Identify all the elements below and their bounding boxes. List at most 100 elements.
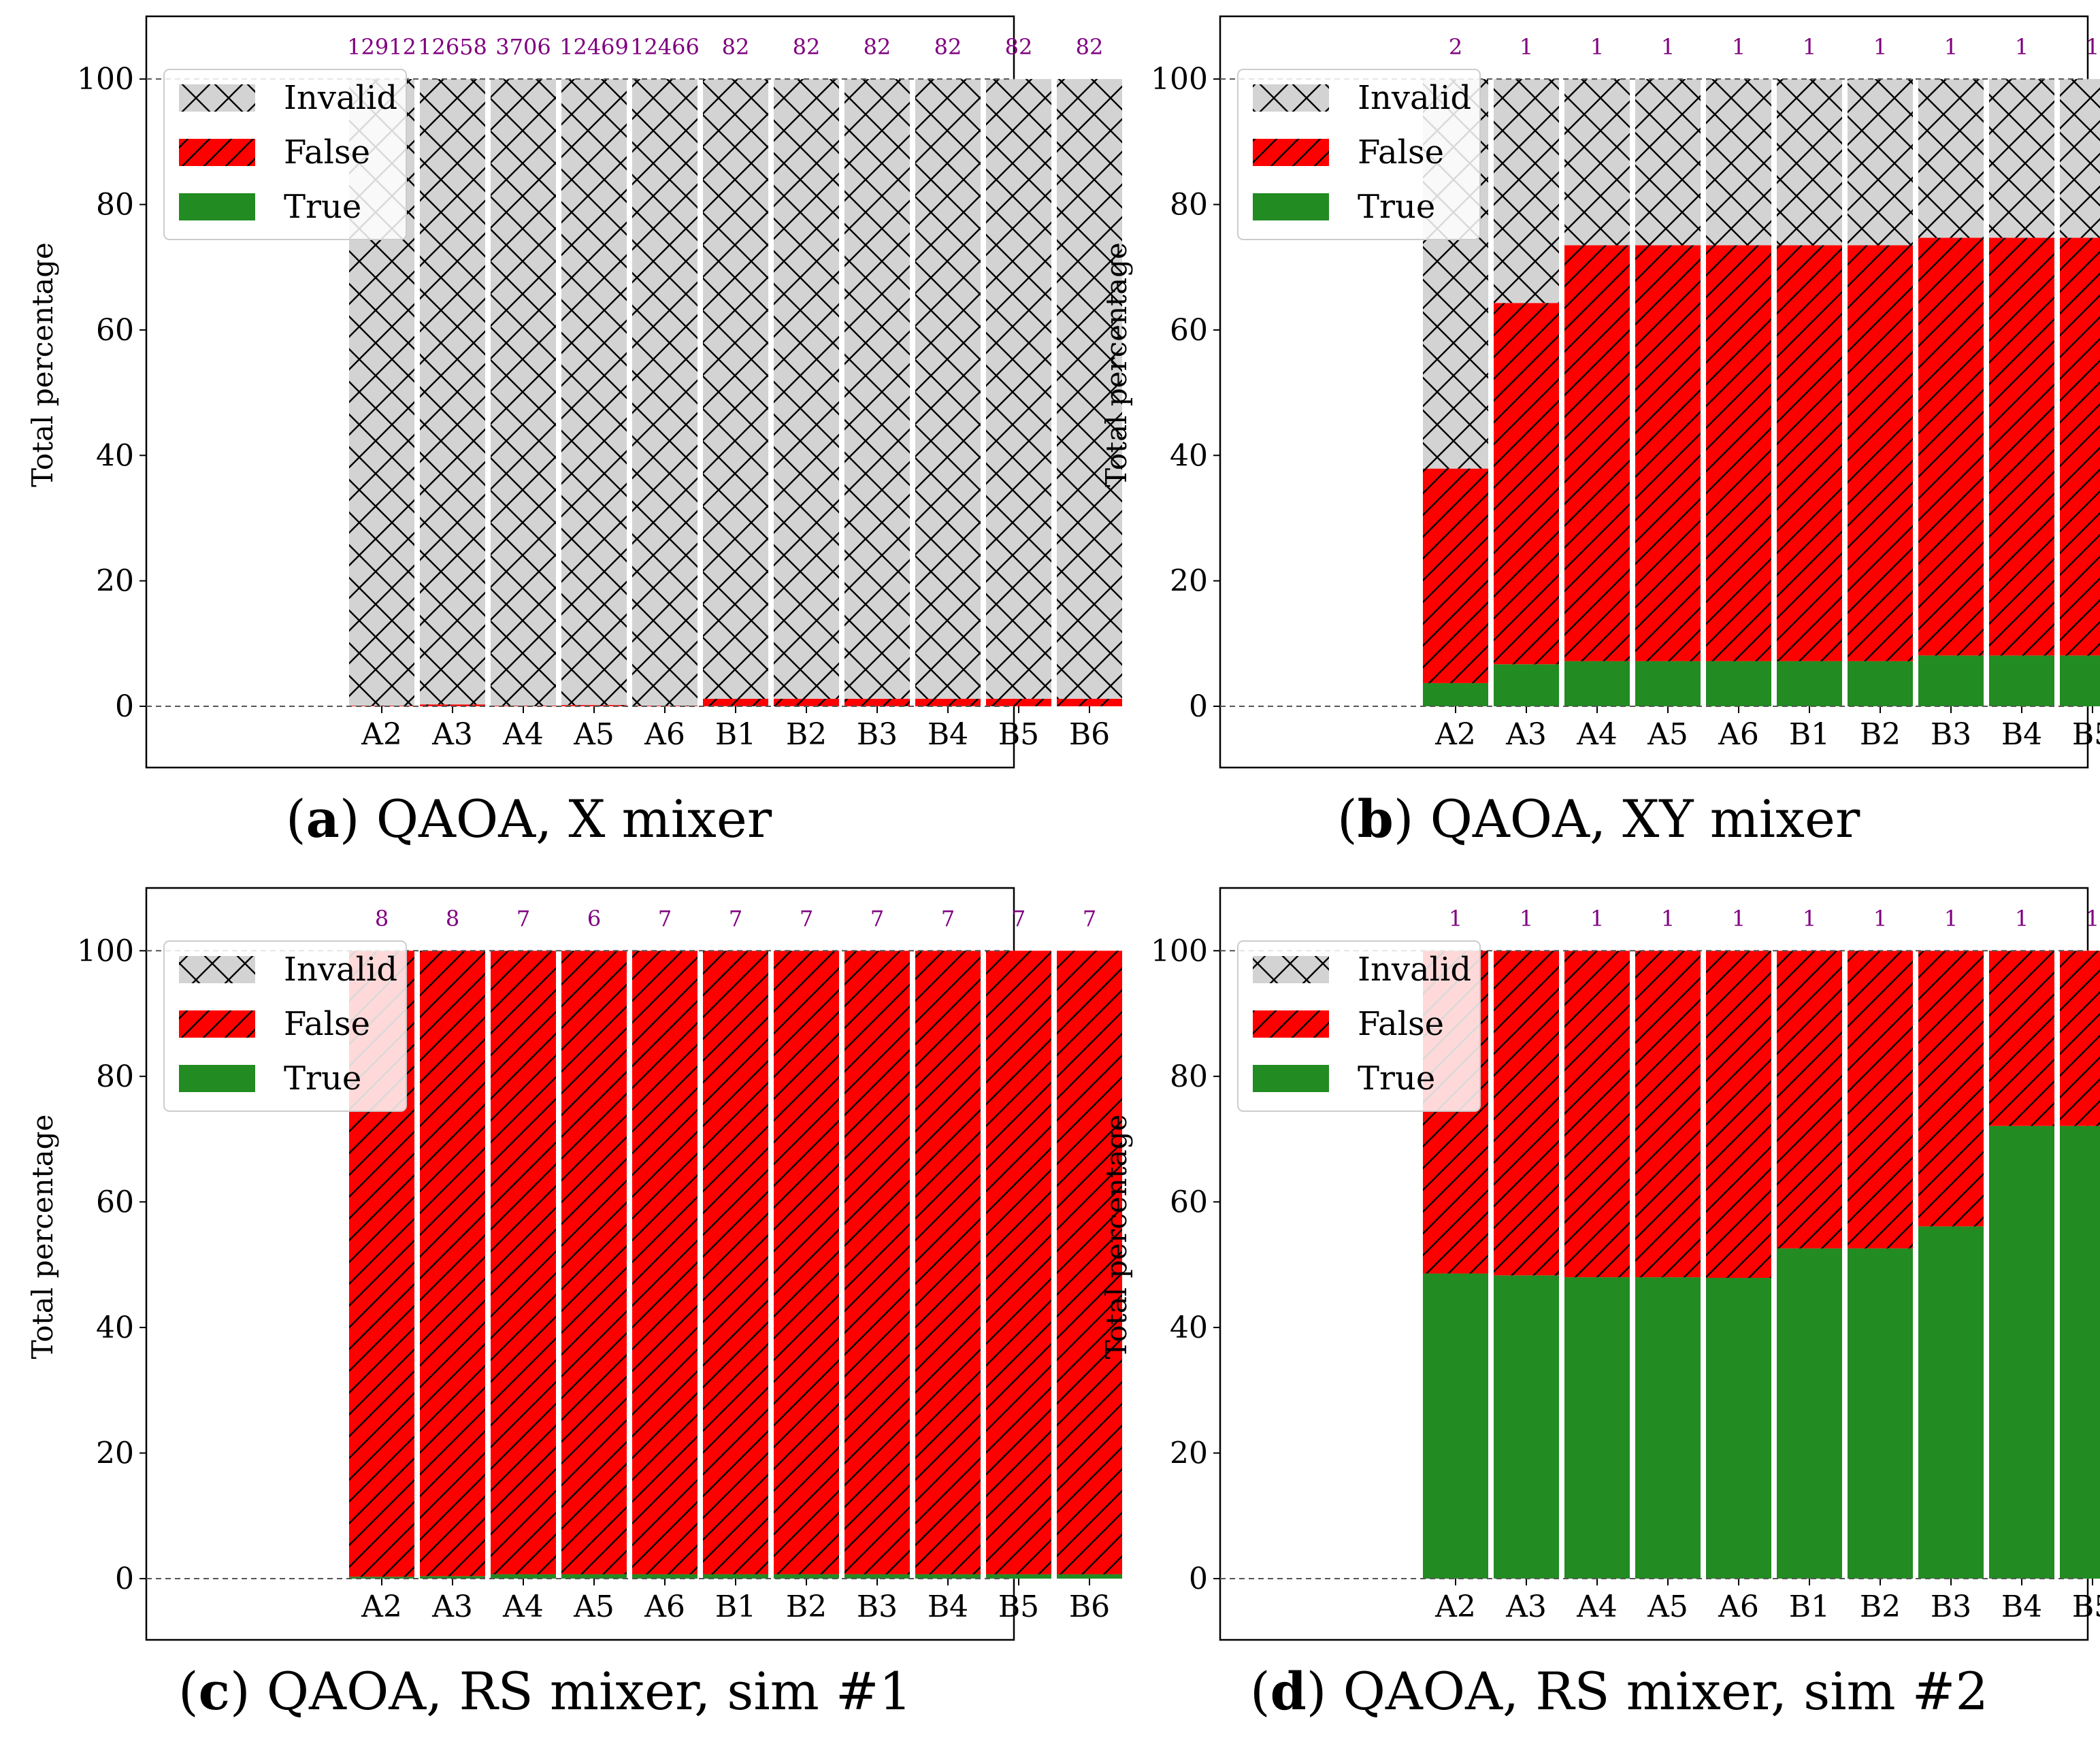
bar-true-A5 [561,1574,627,1579]
y-tick-label-100: 100 [1151,62,1208,97]
x-tick-label-B3: B3 [857,1589,898,1624]
count-label-B3: 1 [1944,906,1958,932]
count-label-B5: 82 [1005,34,1033,60]
x-tick-label-A5: A5 [1647,1589,1688,1624]
bar-true-A3 [1494,664,1559,706]
x-tick-label-A4: A4 [502,1589,544,1624]
bar-true-B5 [986,1574,1051,1579]
count-label-B5: 1 [2086,34,2099,60]
bar-hatch-invalid-A5 [561,79,627,706]
count-label-B2: 1 [1873,906,1887,932]
bar-hatch-false-B5 [986,951,1051,1575]
y-tick-label-0: 0 [1189,1562,1208,1596]
bar-hatch-invalid-A3 [420,79,485,705]
y-tick-label-20: 20 [1170,564,1208,599]
x-tick-label-B2: B2 [1860,1589,1901,1624]
y-tick-label-80: 80 [96,1059,134,1094]
bar-true-A2 [1423,1273,1488,1579]
y-tick-label-100: 100 [1151,934,1208,968]
count-label-A3: 8 [446,906,459,932]
bar-hatch-invalid-B2 [774,79,839,699]
count-label-A3: 12658 [418,34,487,60]
x-tick-label-A4: A4 [1576,717,1618,752]
count-label-B1: 1 [1803,906,1816,932]
bar-hatch-invalid-B4 [1989,79,2054,238]
legend: Invalid False True [1237,940,1481,1112]
legend-swatch-true [1253,1065,1329,1092]
legend-label-invalid: Invalid [284,79,397,117]
x-tick-label-A2: A2 [361,1589,402,1624]
count-label-B5: 7 [1012,906,1026,932]
bar-hatch-invalid-B2 [1848,79,1913,246]
count-label-A2: 12912 [347,34,416,60]
x-tick-label-B3: B3 [857,717,898,752]
bar-true-B4 [1989,1125,2054,1579]
bar-hatch-false-B3 [844,951,910,1575]
bar-hatch-invalid-A3 [1494,79,1559,303]
x-tick-label-A4: A4 [502,717,544,752]
y-tick-label-100: 100 [77,62,134,97]
y-tick-label-60: 60 [96,313,134,348]
bar-true-A3 [420,1576,485,1579]
x-tick-label-B3: B3 [1931,1589,1971,1624]
y-tick-label-40: 40 [96,1311,134,1345]
x-tick-label-A6: A6 [1718,717,1759,752]
x-tick-label-A2: A2 [1434,717,1476,752]
bar-true-A2 [1423,682,1488,706]
bar-hatch-false-B4 [1989,237,2054,656]
count-label-B3: 1 [1944,34,1958,60]
count-label-A4: 1 [1590,34,1604,60]
x-tick-label-B5: B5 [998,1589,1039,1624]
y-tick-label-20: 20 [96,1436,134,1470]
x-tick-label-B4: B4 [928,717,968,752]
bar-true-B4 [915,1574,981,1579]
y-tick-label-20: 20 [96,564,134,599]
x-tick-label-A5: A5 [573,717,614,752]
legend-label-true: True [284,188,361,226]
count-label-B4: 1 [2015,34,2029,60]
count-label-B2: 7 [800,906,813,932]
legend-swatch-hatch-invalid [1253,84,1329,112]
y-tick-label-60: 60 [1170,1185,1208,1219]
count-label-A4: 1 [1590,906,1604,932]
bar-true-A5 [1635,661,1701,706]
y-tick-label-0: 0 [115,1562,134,1596]
x-tick-label-A6: A6 [644,717,685,752]
bar-hatch-invalid-A6 [632,79,698,706]
bar-true-A5 [1635,1277,1701,1579]
x-tick-label-A4: A4 [1576,1589,1618,1624]
y-tick-label-80: 80 [1170,188,1208,223]
y-axis-label: Total percentage [26,1115,59,1360]
bar-hatch-false-B2 [774,951,839,1575]
y-tick-label-100: 100 [77,934,134,968]
bar-hatch-false-A4 [1564,245,1630,661]
x-tick-label-B1: B1 [1789,717,1830,752]
bar-hatch-invalid-A6 [1706,79,1771,246]
y-tick-label-40: 40 [96,438,134,473]
bar-hatch-false-B1 [1777,951,1842,1249]
x-tick-label-B4: B4 [928,1589,968,1624]
panel-caption: (c) QAOA, RS mixer, sim #1 [178,1661,912,1722]
y-tick-label-40: 40 [1170,438,1208,473]
bar-hatch-false-A5 [1635,245,1701,661]
bar-hatch-false-A6 [632,951,698,1575]
count-label-A2: 2 [1449,34,1462,60]
x-tick-label-B2: B2 [1860,717,1901,752]
chart-panel-d: A21A31A41A51A61B11B21B31B41B51B610204060… [1100,887,2100,1722]
y-tick-label-60: 60 [96,1185,134,1219]
legend-label-false: False [1358,133,1444,171]
x-tick-label-B2: B2 [786,717,827,752]
bar-hatch-false-B5 [986,698,1051,706]
count-label-A4: 7 [516,906,530,932]
count-label-B5: 1 [2086,906,2099,932]
count-label-A5: 6 [587,906,601,932]
bar-hatch-false-B6 [1057,951,1122,1575]
legend-swatch-true [179,193,255,220]
legend-swatch-hatch-false [179,1010,255,1038]
bar-hatch-false-A4 [491,951,556,1575]
chart-panel-c: A2 8 A3 8 A4 7 A5 6 A6 7 B1 7 B2 7 B3 7 B4 7 B5 7 B6 7 0 20 40 60… [26,887,1122,1722]
bar-true-A4 [1564,661,1630,706]
panel-caption: (d) QAOA, RS mixer, sim #2 [1250,1661,1988,1722]
legend-swatch-hatch-false [179,139,255,166]
bar-hatch-invalid-A4 [1564,79,1630,246]
